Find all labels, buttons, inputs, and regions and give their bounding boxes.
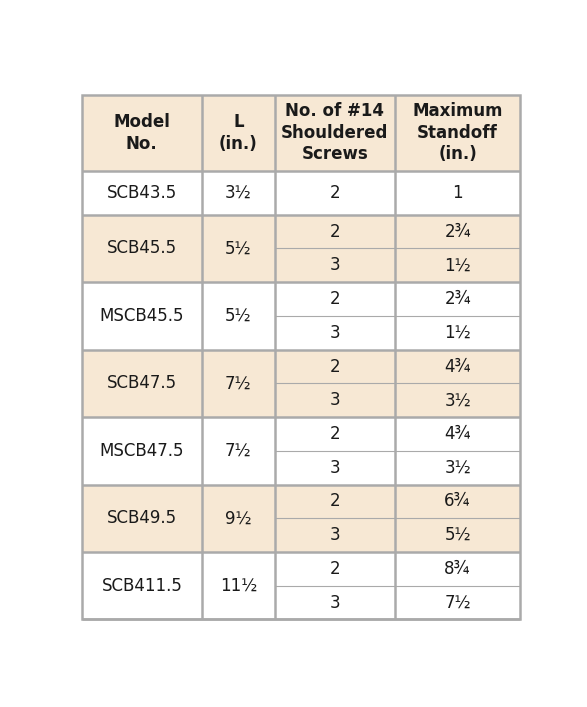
Text: Model
No.: Model No. <box>113 113 170 153</box>
Text: 5½: 5½ <box>444 526 471 544</box>
Text: 7½: 7½ <box>444 594 471 612</box>
Text: 7½: 7½ <box>225 375 252 392</box>
Bar <box>82 484 520 552</box>
Text: 7½: 7½ <box>225 442 252 460</box>
Text: 2: 2 <box>329 560 340 578</box>
Text: 1½: 1½ <box>444 324 471 341</box>
Bar <box>82 282 520 350</box>
Text: SCB47.5: SCB47.5 <box>107 375 177 392</box>
Text: SCB45.5: SCB45.5 <box>107 240 177 257</box>
Text: 2¾: 2¾ <box>444 223 471 240</box>
Text: 4¾: 4¾ <box>444 425 471 443</box>
Text: 2: 2 <box>329 184 340 202</box>
Bar <box>82 552 520 619</box>
Text: 3½: 3½ <box>444 391 471 409</box>
Text: 3: 3 <box>329 594 340 612</box>
Text: SCB49.5: SCB49.5 <box>107 509 177 527</box>
Text: 2¾: 2¾ <box>444 290 471 308</box>
Text: 9½: 9½ <box>225 509 252 527</box>
Text: 5½: 5½ <box>225 307 252 325</box>
Text: 3: 3 <box>329 391 340 409</box>
Text: Maximum
Standoff
(in.): Maximum Standoff (in.) <box>413 103 503 163</box>
Bar <box>82 95 520 171</box>
Text: MSCB47.5: MSCB47.5 <box>100 442 184 460</box>
Text: 2: 2 <box>329 492 340 510</box>
Text: SCB43.5: SCB43.5 <box>107 184 177 202</box>
Text: 1½: 1½ <box>444 257 471 274</box>
Text: 2: 2 <box>329 358 340 375</box>
Text: 5½: 5½ <box>225 240 252 257</box>
Text: 6¾: 6¾ <box>444 492 471 510</box>
Text: 3: 3 <box>329 459 340 477</box>
Text: L
(in.): L (in.) <box>219 113 258 153</box>
Bar <box>82 417 520 484</box>
Text: 1: 1 <box>453 184 463 202</box>
Text: 2: 2 <box>329 223 340 240</box>
Bar <box>82 350 520 417</box>
Bar <box>82 215 520 282</box>
Text: 3½: 3½ <box>225 184 252 202</box>
Text: 3: 3 <box>329 526 340 544</box>
Text: 3: 3 <box>329 324 340 341</box>
Text: MSCB45.5: MSCB45.5 <box>100 307 184 325</box>
Text: 3½: 3½ <box>444 459 471 477</box>
Text: 3: 3 <box>329 257 340 274</box>
Text: 8¾: 8¾ <box>444 560 471 578</box>
Text: No. of #14
Shouldered
Screws: No. of #14 Shouldered Screws <box>281 103 389 163</box>
Text: 11½: 11½ <box>220 577 257 595</box>
Text: 2: 2 <box>329 425 340 443</box>
Bar <box>82 171 520 215</box>
Text: SCB411.5: SCB411.5 <box>102 577 183 595</box>
Text: 4¾: 4¾ <box>444 358 471 375</box>
Text: 2: 2 <box>329 290 340 308</box>
